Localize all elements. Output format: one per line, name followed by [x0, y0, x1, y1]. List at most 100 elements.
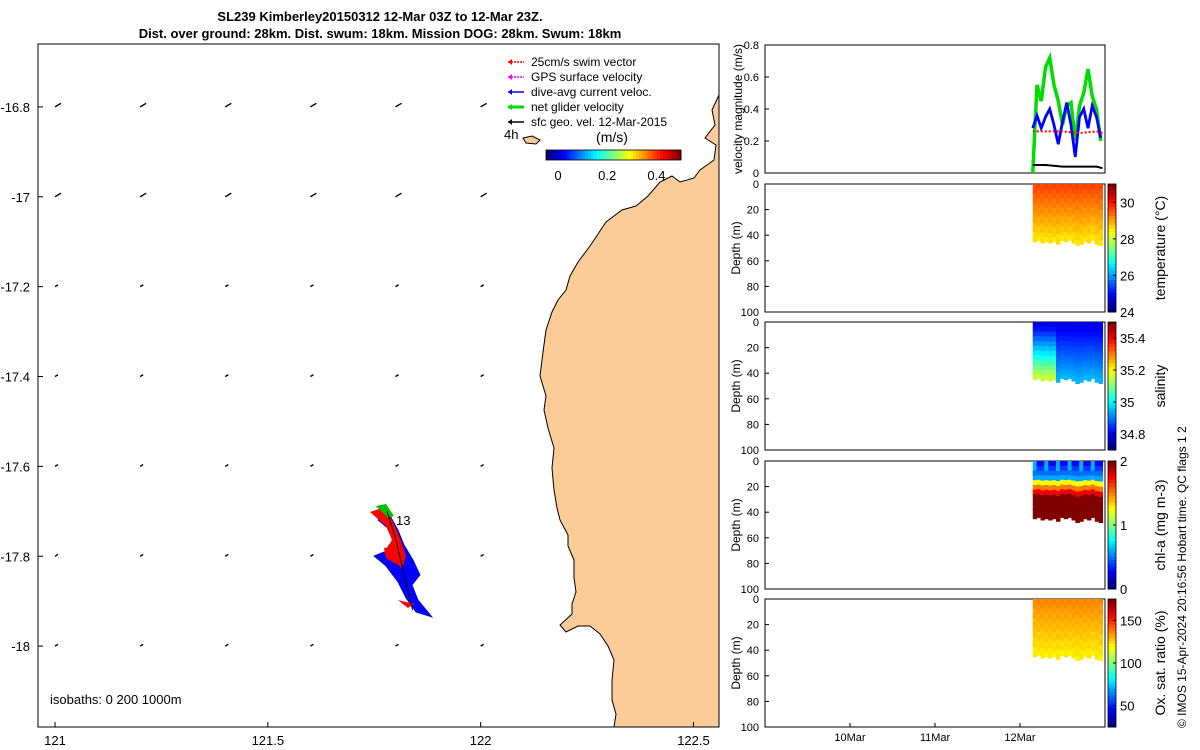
temperature-data-cell — [1032, 222, 1038, 228]
oxygen-data-cell — [1044, 603, 1049, 610]
salinity-data-cell — [1090, 326, 1096, 332]
salinity-data-cell — [1098, 327, 1104, 333]
chla-data-cell — [1044, 465, 1049, 472]
oxygen-colorbar-cell — [1108, 599, 1116, 603]
chla-data-cell — [1090, 470, 1096, 476]
map-y-tick-label: -17 — [11, 190, 30, 205]
salinity-data-cell — [1048, 366, 1053, 372]
salinity-data-cell — [1098, 352, 1104, 359]
temperature-data-cell — [1048, 193, 1053, 200]
oxygen-data-cell — [1083, 599, 1088, 605]
legend-label: sfc geo. vel. 12-Mar-2015 — [531, 115, 667, 129]
chla-data-cell — [1040, 495, 1045, 501]
oxygen-data-cell — [1094, 654, 1100, 660]
oxygen-colorbar-cell — [1108, 659, 1116, 664]
temperature-data-cell — [1055, 219, 1061, 225]
salinity-data-cell — [1067, 322, 1073, 328]
temperature-colorbar-cell — [1108, 248, 1116, 252]
salinity-data-cell — [1040, 346, 1045, 353]
colorbar-cell — [666, 150, 670, 160]
oxygen-data-cell — [1067, 608, 1073, 614]
salinity-data-cell — [1071, 371, 1076, 377]
salinity-data-cell — [1048, 351, 1053, 357]
oxygen-data-cell — [1040, 613, 1045, 620]
current-vector-arrow — [54, 102, 62, 108]
oxygen-colorbar-cell — [1108, 679, 1116, 683]
depth-tick-label: 20 — [747, 482, 759, 494]
island — [522, 135, 541, 145]
temperature-data-cell — [1036, 216, 1042, 223]
temperature-data-cell — [1059, 207, 1065, 213]
chla-data-cell — [1036, 465, 1042, 471]
oxygen-data-cell — [1048, 638, 1053, 644]
temperature-colorbar-cell — [1108, 212, 1116, 217]
salinity-data-cell — [1063, 360, 1069, 366]
temperature-data-cell — [1052, 232, 1057, 238]
chla-data-cell — [1090, 507, 1096, 514]
oxygen-colorbar-cell — [1108, 618, 1116, 622]
colorbar-cell — [567, 150, 571, 160]
salinity-data-cell — [1059, 340, 1065, 347]
salinity-data-cell — [1079, 377, 1084, 383]
colorbar-tick-label: 0 — [1120, 582, 1127, 597]
current-vector-arrow — [224, 463, 229, 467]
temperature-data-cell — [1075, 209, 1080, 216]
current-vector-arrow — [139, 643, 144, 647]
chla-data-cell — [1040, 480, 1045, 487]
salinity-data-cell — [1098, 322, 1104, 328]
chla-data-cell — [1036, 484, 1042, 490]
temperature-data-cell — [1090, 230, 1096, 237]
chla-data-cell — [1083, 461, 1088, 467]
oxygen-data-cell — [1032, 613, 1038, 619]
temperature-data-cell — [1048, 188, 1053, 195]
temperature-data-cell — [1079, 224, 1084, 230]
temperature-data-cell — [1044, 203, 1049, 209]
chla-data-cell — [1055, 476, 1061, 482]
chla-data-cell — [1063, 489, 1069, 496]
chla-data-cell — [1086, 480, 1092, 487]
salinity-data-cell — [1090, 350, 1096, 356]
chla-data-cell — [1059, 507, 1065, 514]
oxygen-colorbar-cell — [1108, 640, 1116, 645]
oxygen-data-cell — [1075, 609, 1080, 615]
salinity-data-cell — [1032, 346, 1038, 352]
oxygen-data-cell — [1090, 608, 1096, 614]
temperature-colorbar-cell — [1108, 280, 1116, 284]
legend-arrowhead — [508, 59, 512, 65]
salinity-data-cell — [1063, 355, 1069, 361]
temperature-data-cell — [1063, 227, 1069, 233]
salinity-data-cell — [1086, 336, 1092, 343]
temperature-data-cell — [1032, 217, 1038, 223]
temperature-data-cell — [1040, 218, 1045, 224]
temperature-data-cell — [1048, 228, 1053, 234]
oxygen-data-cell — [1040, 652, 1045, 659]
chla-data-cell — [1032, 513, 1038, 520]
salinity-data-cell — [1036, 331, 1042, 337]
colorbar-cell — [657, 150, 661, 160]
oxygen-data-cell — [1055, 634, 1061, 640]
chla-data-cell — [1086, 495, 1092, 501]
chla-colorbar-cell — [1108, 569, 1116, 574]
chla-data-cell — [1086, 510, 1092, 516]
colorbar-cell — [648, 150, 652, 160]
chla-data-cell — [1094, 486, 1100, 492]
salinity-data-cell — [1055, 352, 1061, 358]
salinity-data-cell — [1032, 365, 1038, 371]
current-vector-arrow — [54, 643, 59, 647]
chla-colorbar-cell — [1108, 505, 1116, 510]
current-vector-arrow — [310, 463, 314, 467]
chla-data-cell — [1052, 489, 1057, 496]
chla-data-cell — [1055, 511, 1061, 517]
oxygen-data-cell — [1075, 624, 1080, 631]
salinity-data-cell — [1090, 364, 1096, 370]
depth-tick-label: 60 — [747, 256, 759, 268]
temperature-data-cell — [1098, 189, 1104, 195]
current-vector-arrow — [54, 553, 59, 557]
salinity-data-cell — [1075, 357, 1080, 364]
chla-data-cell — [1083, 494, 1088, 500]
depth-tick-label: 40 — [747, 230, 759, 242]
salinity-data-cell — [1055, 357, 1061, 363]
temperature-colorbar-cell — [1108, 190, 1116, 195]
temperature-data-cell — [1090, 188, 1096, 194]
chla-data-cell — [1071, 461, 1076, 467]
